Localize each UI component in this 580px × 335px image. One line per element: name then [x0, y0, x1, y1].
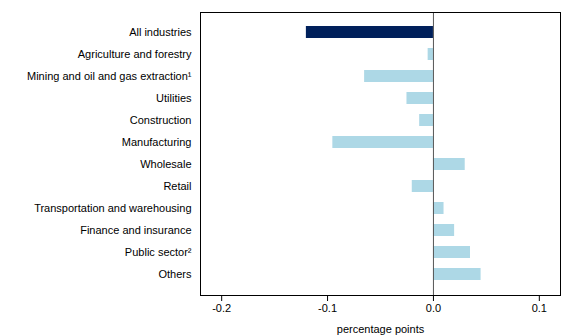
svg-text:-0.2: -0.2 [212, 302, 231, 314]
svg-text:Wholesale: Wholesale [140, 158, 191, 170]
svg-text:Finance and insurance: Finance and insurance [80, 224, 191, 236]
svg-text:Manufacturing: Manufacturing [122, 136, 192, 148]
svg-text:Utilities: Utilities [156, 92, 192, 104]
svg-text:0.1: 0.1 [532, 302, 547, 314]
svg-text:All industries: All industries [129, 26, 192, 38]
svg-text:-0.1: -0.1 [318, 302, 337, 314]
svg-text:percentage points: percentage points [337, 323, 425, 335]
svg-text:Others: Others [158, 268, 192, 280]
svg-text:Construction: Construction [130, 114, 192, 126]
svg-text:Retail: Retail [163, 180, 191, 192]
svg-text:0.0: 0.0 [426, 302, 441, 314]
svg-text:Public sector²: Public sector² [125, 246, 192, 258]
svg-text:Mining and oil and gas extract: Mining and oil and gas extraction¹ [27, 70, 192, 82]
svg-text:Transportation and warehousing: Transportation and warehousing [34, 202, 191, 214]
svg-text:Agriculture and forestry: Agriculture and forestry [78, 48, 192, 60]
